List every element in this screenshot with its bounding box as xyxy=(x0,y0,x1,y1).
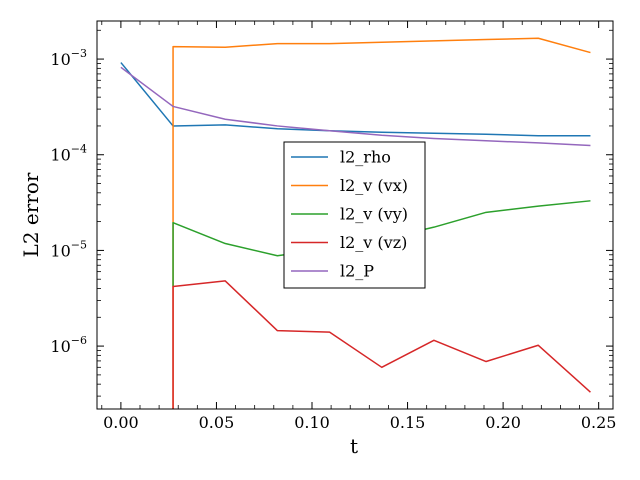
legend: l2_rho l2_v (vx) l2_v (vy) l2_v (vz) l2_P xyxy=(283,141,426,289)
y-tick-label: 10−3 xyxy=(50,47,87,69)
y-axis-label: L2 error xyxy=(19,172,43,257)
series-line-1 xyxy=(172,37,591,409)
axes: 0.00 0.05 0.10 0.15 0.20 0.25 10−6 10−5 10−4 10−3 xyxy=(50,20,617,432)
x-axis-label: t xyxy=(350,434,358,458)
series-line-4 xyxy=(120,66,591,147)
y-tick-label: 10−4 xyxy=(50,143,87,165)
legend-box xyxy=(283,141,426,289)
legend-label-1: l2_v (vx) xyxy=(340,176,408,195)
series-line-3 xyxy=(172,280,591,409)
x-tick-label: 0.20 xyxy=(485,413,521,432)
y-tick-label: 10−5 xyxy=(50,238,87,260)
x-tick-label: 0.00 xyxy=(103,413,139,432)
x-tick-label: 0.10 xyxy=(294,413,330,432)
legend-label-0: l2_rho xyxy=(340,148,391,167)
series-line-0 xyxy=(120,62,591,137)
x-tick-label: 0.05 xyxy=(199,413,235,432)
x-tick-label: 0.25 xyxy=(581,413,617,432)
x-tick-label: 0.15 xyxy=(390,413,426,432)
legend-label-3: l2_v (vz) xyxy=(340,233,407,252)
legend-label-2: l2_v (vy) xyxy=(340,205,408,224)
axes-frame xyxy=(96,20,614,410)
y-tick-label: 10−6 xyxy=(50,334,87,356)
legend-label-4: l2_P xyxy=(340,262,374,281)
